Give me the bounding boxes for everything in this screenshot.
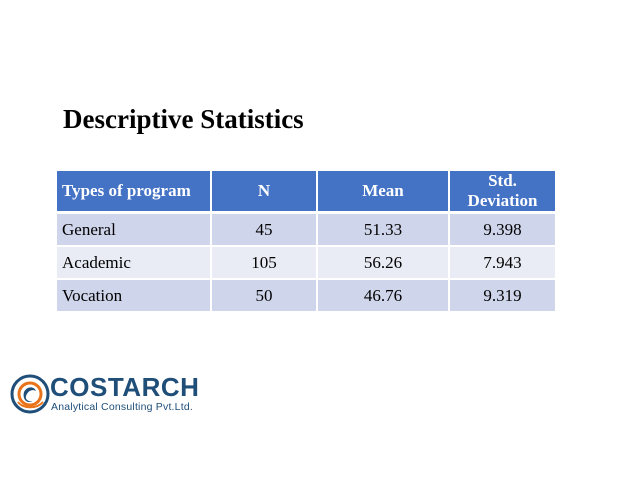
column-header-mean: Mean [317, 171, 450, 214]
mean-cell: 56.26 [317, 246, 450, 280]
table-row: Academic 105 56.26 7.943 [57, 246, 555, 280]
n-cell: 45 [211, 212, 318, 247]
mean-cell: 46.76 [317, 279, 450, 313]
column-header-program-type: Types of program [57, 171, 212, 214]
std-deviation-cell: 9.398 [449, 212, 555, 247]
costarch-logo-icon [10, 374, 50, 414]
column-header-std-deviation: Std. Deviation [449, 171, 555, 214]
table-row: Vocation 50 46.76 9.319 [57, 279, 555, 313]
std-deviation-cell: 9.319 [449, 279, 555, 313]
program-type-cell: Vocation [57, 279, 212, 313]
n-cell: 50 [211, 279, 318, 313]
table-header-row: Types of program N Mean Std. Deviation [57, 171, 555, 214]
company-logo: COSTARCH Analytical Consulting Pvt.Ltd. [10, 372, 220, 418]
mean-cell: 51.33 [317, 212, 450, 247]
logo-company-name: COSTARCH [50, 372, 200, 402]
program-type-cell: General [57, 212, 212, 247]
logo-tagline: Analytical Consulting Pvt.Ltd. [51, 401, 193, 413]
program-type-cell: Academic [57, 246, 212, 280]
column-header-n: N [211, 171, 318, 214]
n-cell: 105 [211, 246, 318, 280]
descriptive-statistics-table: Types of program N Mean Std. Deviation G… [57, 171, 555, 313]
slide-title: Descriptive Statistics [63, 104, 304, 134]
table-row: General 45 51.33 9.398 [57, 212, 555, 247]
std-deviation-cell: 7.943 [449, 246, 555, 280]
